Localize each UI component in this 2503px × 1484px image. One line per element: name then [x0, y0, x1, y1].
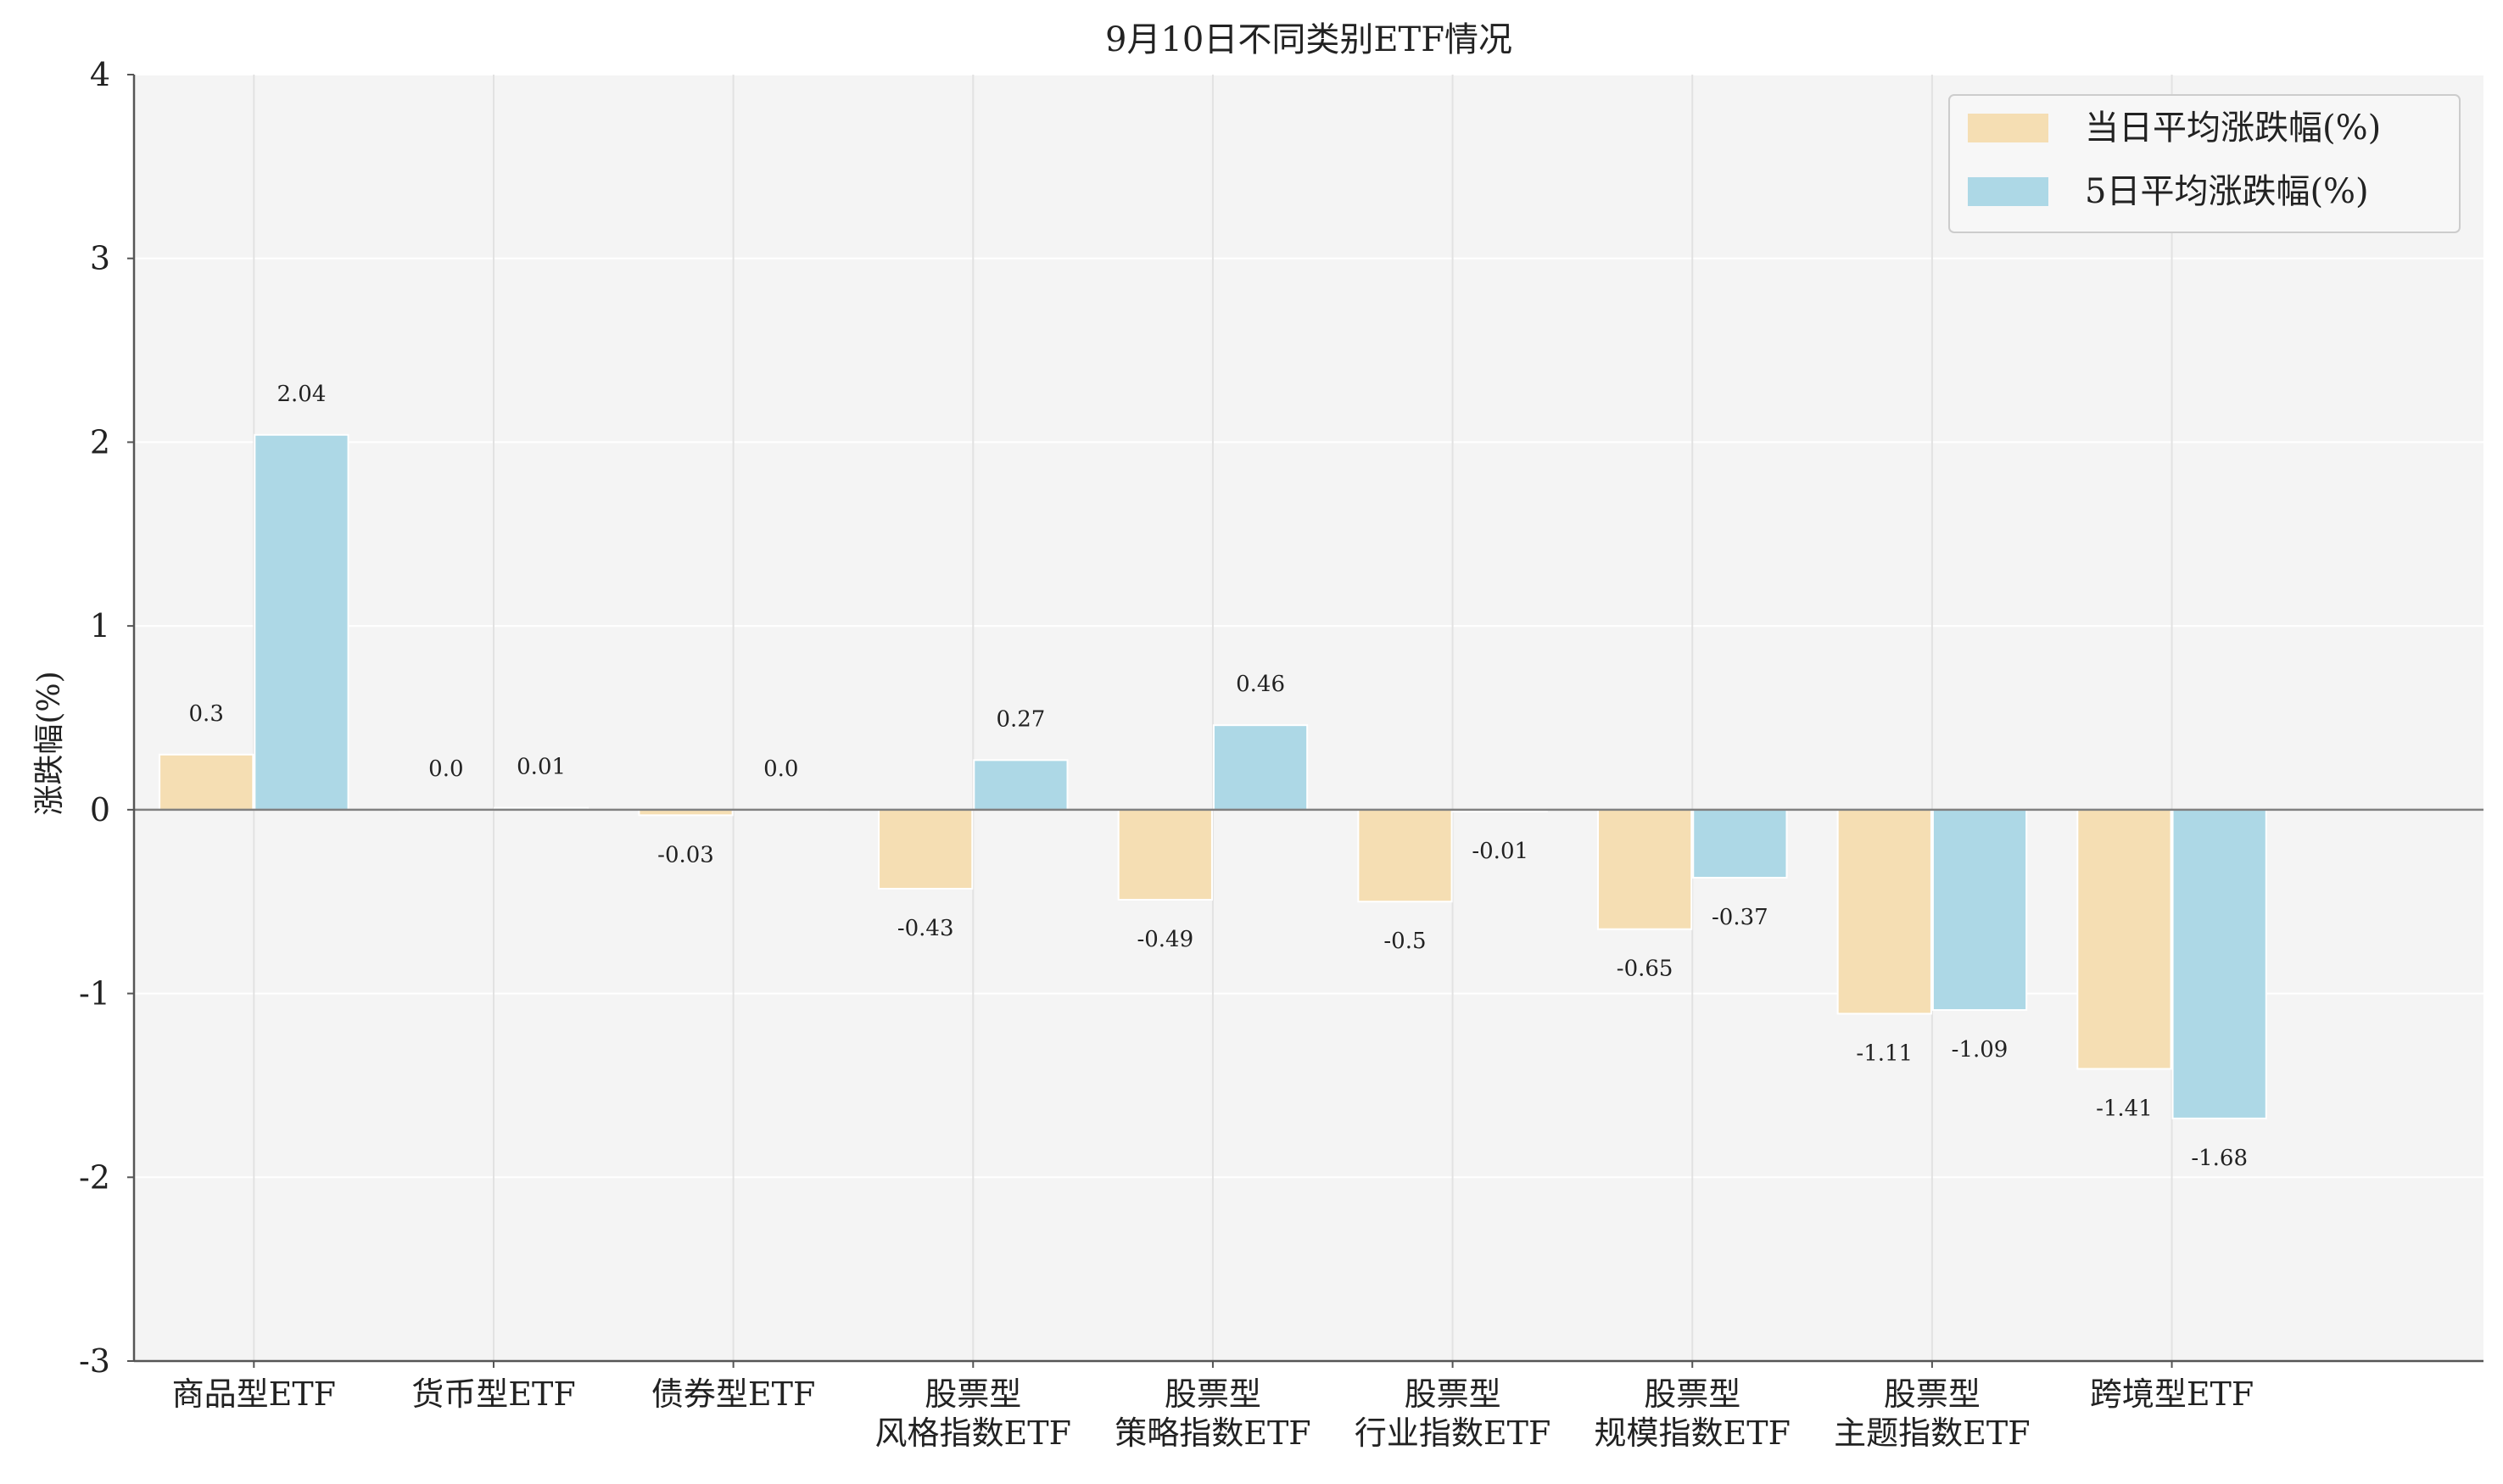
legend-box — [1948, 94, 2461, 233]
data-label: -0.49 — [1137, 927, 1193, 952]
data-label: -1.11 — [1856, 1040, 1913, 1066]
y-tick-label: -3 — [79, 1342, 110, 1380]
x-tick-label: 跨境型ETF — [2090, 1375, 2254, 1413]
bar-five-day — [1931, 808, 2028, 1012]
bar-daily — [159, 753, 254, 811]
chart-title: 9月10日不同类别ETF情况 — [1105, 20, 1512, 59]
x-tick-label: 股票型规模指数ETF — [1595, 1375, 1791, 1452]
x-tick-label: 股票型策略指数ETF — [1115, 1375, 1310, 1452]
bar-daily — [1836, 808, 1932, 1015]
bar-daily — [1597, 808, 1693, 930]
plot-area — [134, 75, 2483, 1361]
y-tick-label: -1 — [79, 975, 110, 1013]
y-tick-label: -2 — [79, 1158, 110, 1196]
y-axis-label: 涨跌幅(%) — [32, 671, 67, 815]
tick-labels: -3 -2 -1 0 1 2 3 4 商品型ETF 货币型ETF 债券型ETF 股票型风格指数ETF 股… — [79, 56, 2254, 1452]
legend-label: 5日平均涨跌幅(%) — [2085, 172, 2369, 211]
data-label: -0.43 — [897, 916, 954, 941]
bar-five-day — [973, 759, 1069, 811]
y-tick-label: 2 — [90, 423, 110, 460]
bar-five-day — [2171, 808, 2267, 1119]
data-label: 0.46 — [1236, 672, 1285, 697]
data-label: -1.68 — [2191, 1146, 2248, 1171]
x-tick-label: 股票型风格指数ETF — [875, 1375, 1071, 1452]
data-label: 0.0 — [763, 756, 798, 782]
x-tick-label: 股票型行业指数ETF — [1355, 1375, 1550, 1452]
axes — [127, 74, 2483, 1368]
bar-daily — [1357, 808, 1453, 903]
legend-swatch — [1968, 114, 2048, 142]
bar-five-day — [254, 433, 349, 811]
data-label: 0.3 — [189, 701, 224, 727]
x-tick-label: 商品型ETF — [172, 1375, 336, 1413]
y-tick-label: 0 — [90, 791, 110, 828]
data-label: -0.01 — [1472, 839, 1528, 864]
bar-daily — [1117, 808, 1213, 901]
data-label: 0.0 — [428, 756, 463, 782]
data-label: -0.37 — [1712, 905, 1768, 930]
x-tick-label: 股票型主题指数ETF — [1834, 1375, 2030, 1452]
bar-daily — [878, 808, 974, 890]
legend-label: 当日平均涨跌幅(%) — [2085, 109, 2381, 148]
data-label: -0.65 — [1617, 957, 1673, 982]
bar-five-day — [1212, 724, 1309, 811]
data-label: 0.27 — [996, 706, 1045, 732]
legend-swatch — [1968, 177, 2048, 206]
y-tick-label: 4 — [90, 56, 110, 93]
bar-daily — [2076, 808, 2172, 1070]
grid-lines — [134, 74, 2483, 1362]
data-labels: 0.3 0.0 -0.03 -0.43 -0.49 -0.5 -0.65 -1.11 -1.41… — [189, 382, 2248, 1171]
data-label: 2.04 — [277, 382, 326, 407]
y-tick-label: 1 — [90, 607, 110, 644]
bars — [159, 433, 2267, 1119]
y-tick-label: 3 — [90, 240, 110, 277]
x-tick-label: 债券型ETF — [651, 1375, 815, 1413]
data-label: -0.5 — [1383, 929, 1426, 954]
data-label: -1.09 — [1952, 1037, 2009, 1063]
legend: 当日平均涨跌幅(%) 5日平均涨跌幅(%) — [1948, 94, 2461, 233]
x-tick-label: 货币型ETF — [411, 1375, 575, 1413]
bar-five-day — [1692, 808, 1788, 879]
data-label: 0.01 — [517, 755, 566, 780]
data-label: -0.03 — [657, 842, 714, 868]
data-label: -1.41 — [2096, 1096, 2153, 1121]
